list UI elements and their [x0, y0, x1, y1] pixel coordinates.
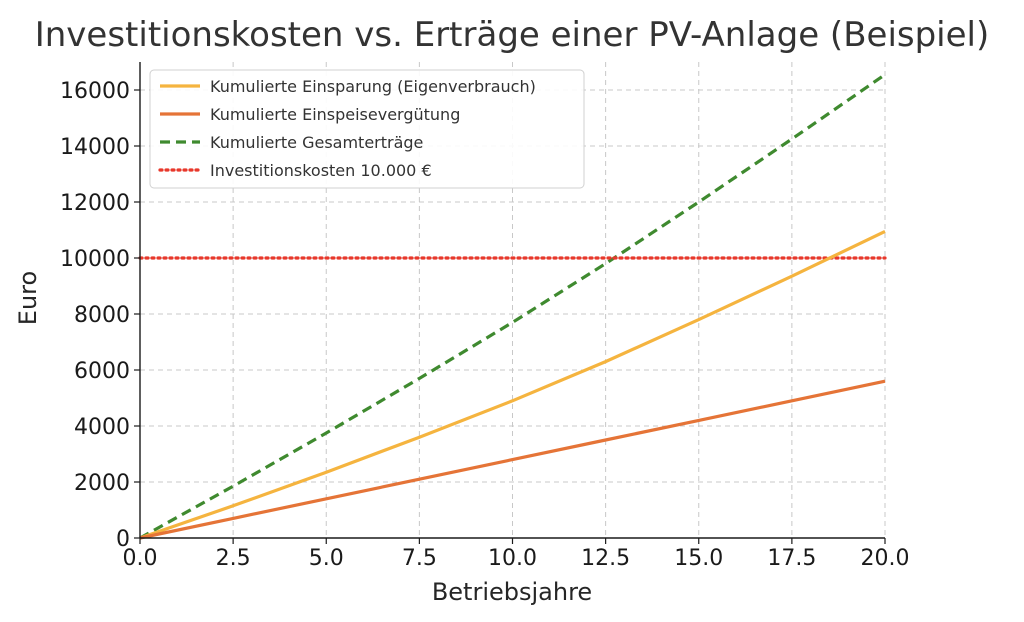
x-tick-label: 12.5: [581, 546, 630, 571]
y-tick-label: 10000: [60, 247, 130, 272]
x-tick-label: 7.5: [402, 546, 437, 571]
legend-label-3: Investitionskosten 10.000 €: [210, 161, 432, 180]
legend-label-0: Kumulierte Einsparung (Eigenverbrauch): [210, 77, 536, 96]
y-tick-label: 6000: [74, 359, 130, 384]
y-tick-label: 16000: [60, 79, 130, 104]
y-tick-label: 12000: [60, 191, 130, 216]
y-tick-label: 8000: [74, 303, 130, 328]
x-tick-label: 5.0: [309, 546, 344, 571]
y-tick-label: 0: [116, 527, 130, 552]
axes: [134, 62, 886, 544]
legend-label-2: Kumulierte Gesamterträge: [210, 133, 423, 152]
x-tick-label: 10.0: [488, 546, 537, 571]
x-tick-label: 0.0: [123, 546, 158, 571]
y-axis-label: Euro: [14, 271, 42, 325]
series-lines: [138, 73, 887, 540]
x-axis-label: Betriebsjahre: [432, 578, 592, 606]
x-tick-label: 17.5: [767, 546, 816, 571]
series-line-2: [139, 73, 886, 540]
y-tick-label: 2000: [74, 471, 130, 496]
y-tick-label: 14000: [60, 135, 130, 160]
series-line-1: [139, 379, 886, 540]
chart-title: Investitionskosten vs. Erträge einer PV-…: [35, 15, 990, 55]
x-tick-label: 20.0: [861, 546, 910, 571]
legend-box: [149, 69, 585, 189]
legend: Kumulierte Einsparung (Eigenverbrauch) Ku…: [149, 69, 585, 189]
y-tick-label: 4000: [74, 415, 130, 440]
tick-labels: 0.0 2.5 5.0 7.5 10.0 12.5 15.0 17.5 20.0 0 2000 400…: [60, 79, 909, 571]
x-tick-label: 15.0: [674, 546, 723, 571]
series-line-0: [139, 229, 886, 540]
x-tick-label: 2.5: [216, 546, 251, 571]
legend-label-1: Kumulierte Einspeisevergütung: [210, 105, 460, 124]
